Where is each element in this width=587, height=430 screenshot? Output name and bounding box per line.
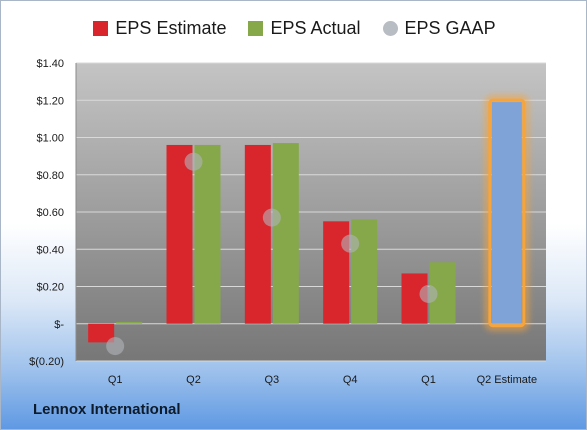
highlight-glow — [484, 94, 530, 332]
point-eps-gaap — [106, 337, 125, 356]
bar-eps-actual — [116, 321, 143, 324]
y-tick-label: $0.20 — [36, 282, 64, 294]
legend-label-eps-estimate: EPS Estimate — [115, 18, 227, 38]
bar-eps-actual — [351, 219, 378, 324]
legend: EPS Estimate EPS Actual EPS GAAP — [1, 18, 586, 39]
point-eps-gaap — [341, 234, 360, 253]
point-eps-gaap — [184, 152, 203, 171]
bar-eps-estimate — [244, 144, 271, 324]
x-tick-label: Q1 — [421, 374, 436, 386]
point-eps-gaap — [419, 284, 438, 303]
y-tick-label: $0.60 — [36, 207, 64, 219]
point-eps-gaap — [262, 208, 281, 227]
y-tick-label: $0.40 — [36, 244, 64, 256]
company-name: Lennox International — [33, 401, 181, 418]
y-tick-label: $(0.20) — [29, 356, 64, 368]
y-tick-label: $1.20 — [36, 95, 64, 107]
bar-q2-estimate — [491, 102, 522, 324]
x-tick-label: Q2 — [186, 374, 201, 386]
legend-swatch-eps-actual — [248, 21, 264, 36]
x-tick-label: Q1 — [108, 374, 123, 386]
legend-item-eps-gaap: EPS GAAP — [382, 18, 496, 39]
highlight-border — [488, 98, 526, 328]
x-tick-label: Q3 — [264, 374, 279, 386]
y-tick-label: $1.00 — [36, 133, 64, 145]
legend-swatch-eps-estimate — [93, 21, 109, 36]
bar-eps-estimate — [166, 144, 193, 324]
legend-swatch-eps-gaap — [382, 21, 398, 36]
y-tick-label: $0.80 — [36, 170, 64, 182]
bar-eps-estimate — [88, 323, 115, 343]
legend-item-eps-actual: EPS Actual — [248, 18, 361, 39]
bar-eps-actual — [194, 144, 221, 324]
x-tick-label: Q4 — [343, 374, 358, 386]
y-tick-label: $1.40 — [36, 58, 64, 70]
legend-label-eps-gaap: EPS GAAP — [404, 18, 496, 38]
y-tick-label: $- — [54, 319, 64, 331]
bar-eps-actual — [272, 143, 299, 324]
legend-item-eps-estimate: EPS Estimate — [93, 18, 226, 39]
x-tick-label: Q2 Estimate — [477, 374, 538, 386]
legend-label-eps-actual: EPS Actual — [270, 18, 361, 38]
